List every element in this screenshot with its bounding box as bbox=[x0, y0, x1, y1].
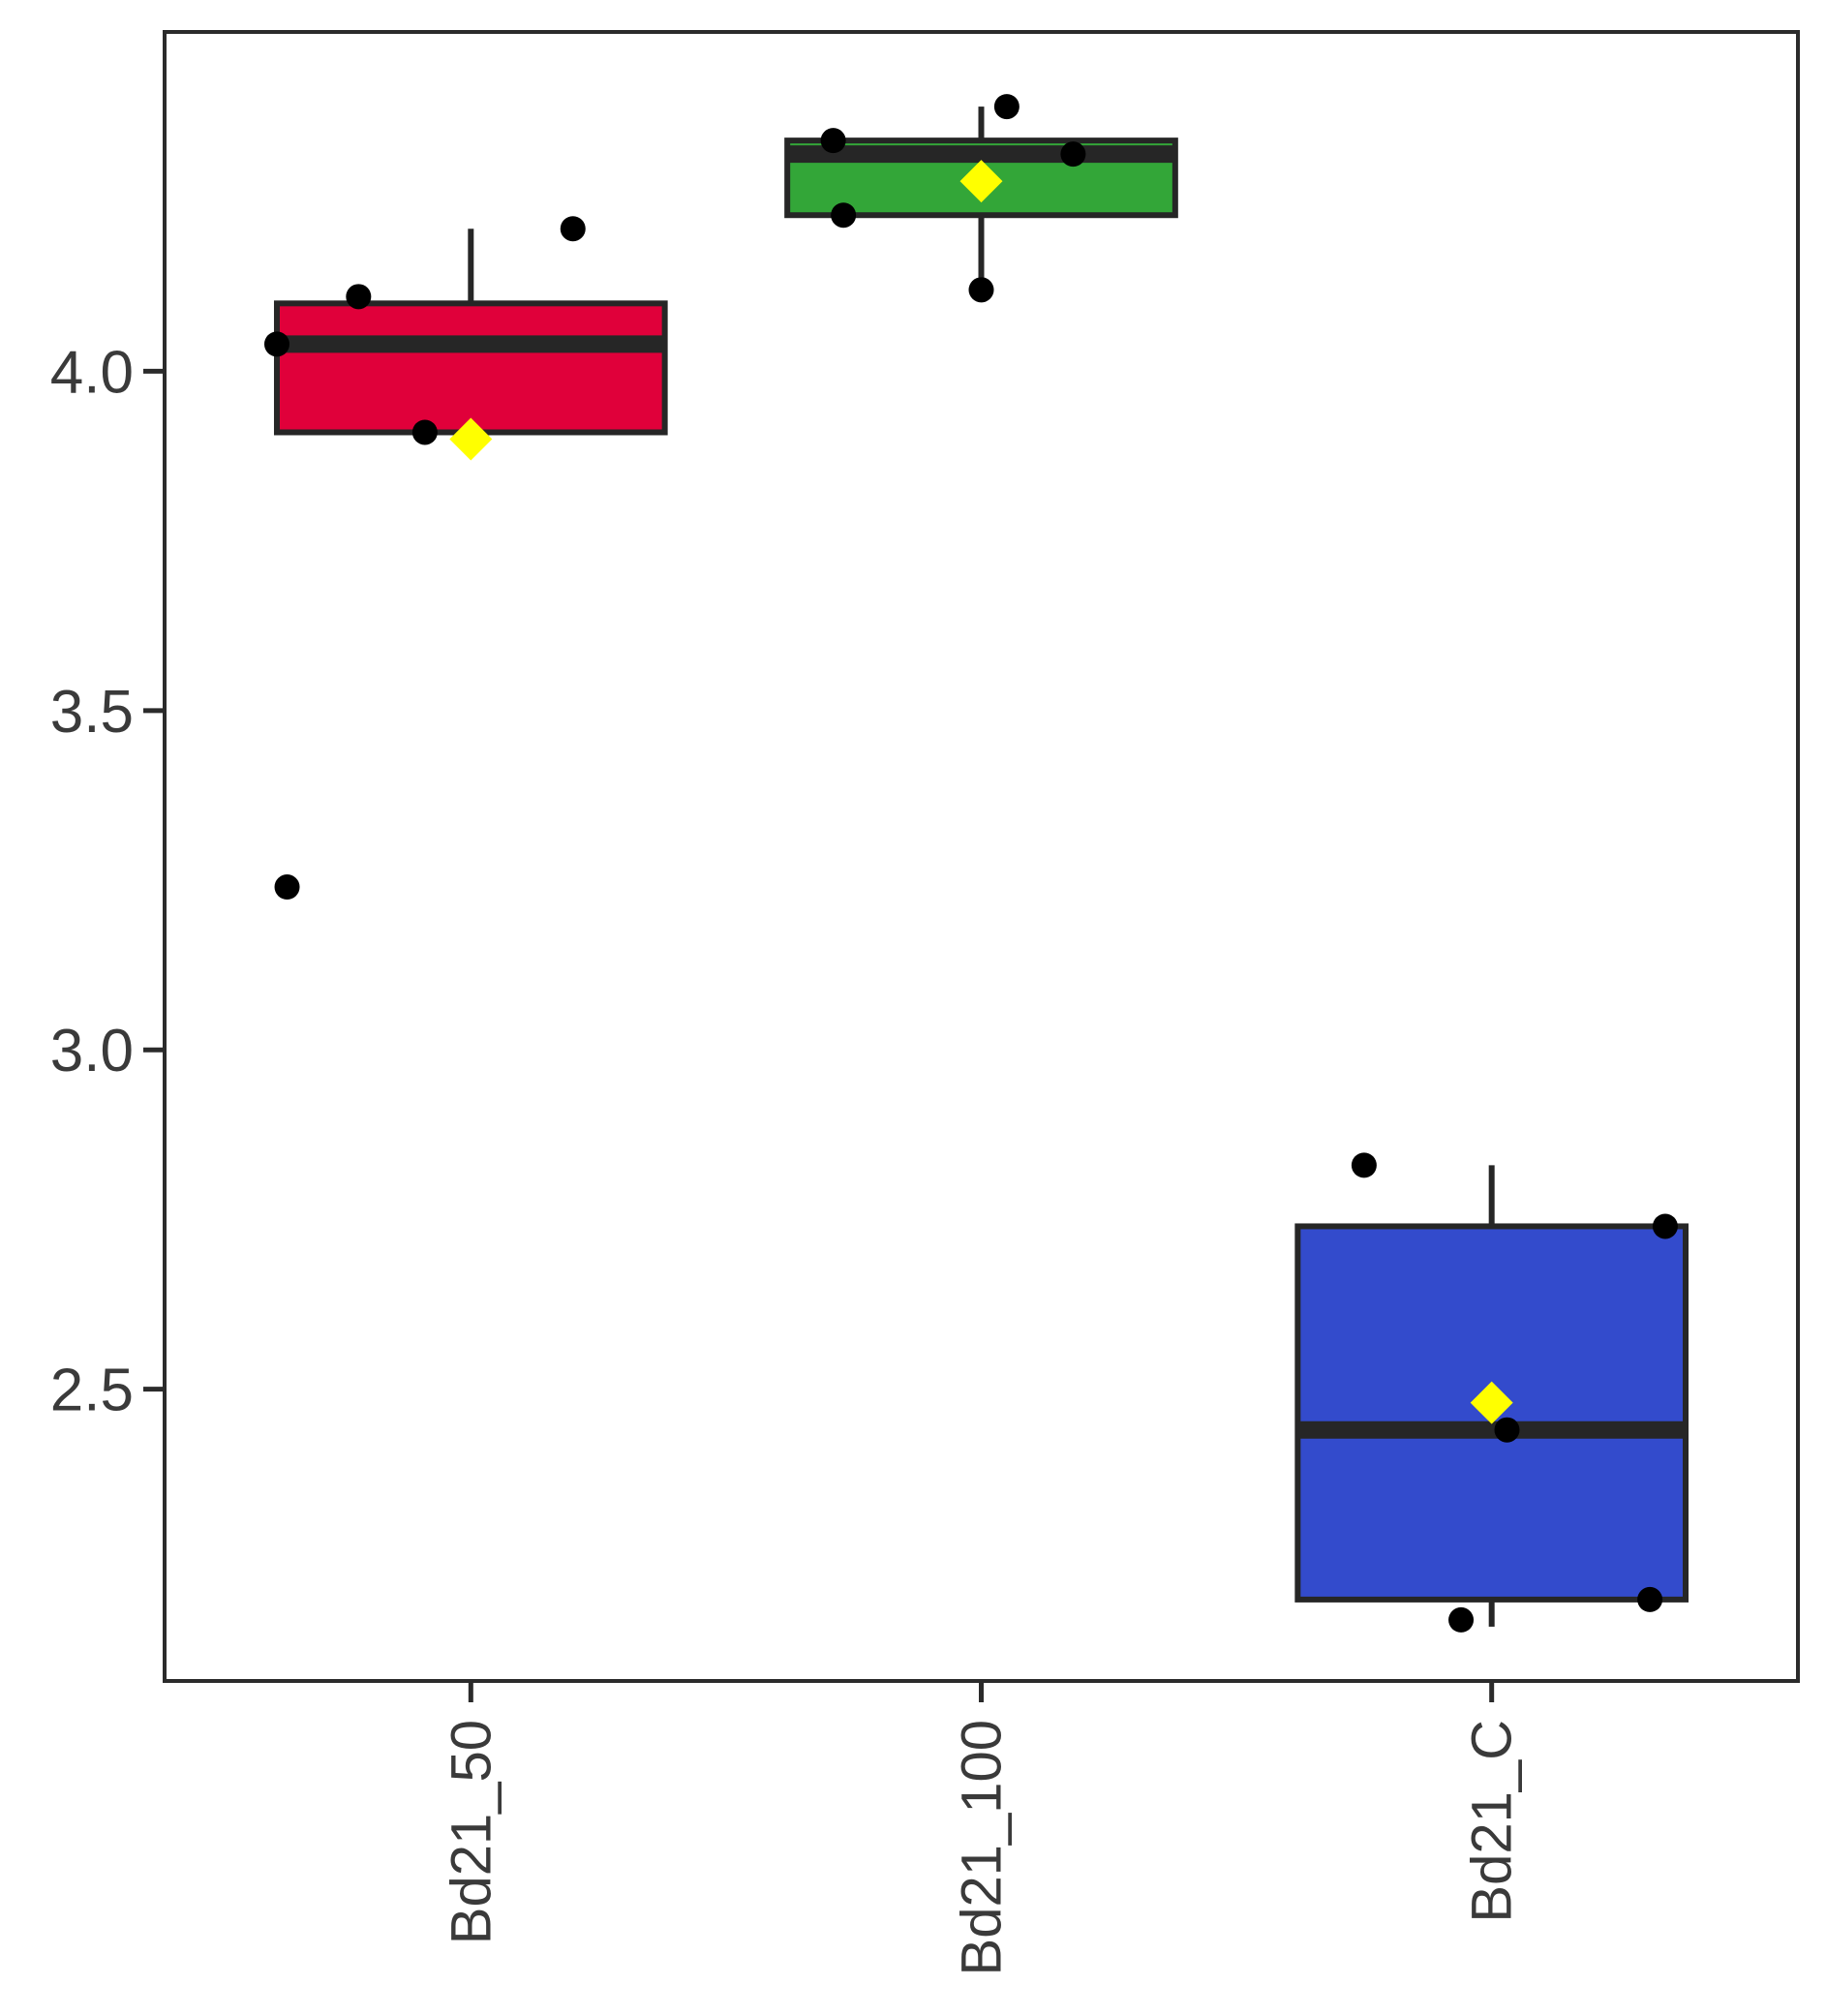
data-point bbox=[820, 128, 846, 154]
x-tick-label-bd21-100: Bd21_100 bbox=[951, 1720, 1014, 1975]
data-point bbox=[263, 331, 289, 357]
data-point bbox=[831, 202, 857, 229]
data-point bbox=[1448, 1606, 1475, 1633]
box-iqr bbox=[273, 300, 668, 436]
data-point bbox=[1652, 1213, 1678, 1239]
data-point bbox=[1494, 1417, 1520, 1443]
y-axis: 2.5 3.0 3.5 4.0 bbox=[50, 339, 165, 1424]
y-tick-label: 4.0 bbox=[50, 339, 134, 406]
data-point bbox=[346, 284, 372, 310]
data-point bbox=[1637, 1586, 1663, 1612]
x-tick-label-bd21-50: Bd21_50 bbox=[440, 1720, 502, 1944]
mean-marker bbox=[449, 417, 493, 461]
y-tick-label: 3.5 bbox=[50, 679, 134, 746]
y-tick-label: 3.0 bbox=[50, 1018, 134, 1084]
data-point bbox=[411, 419, 438, 445]
data-point bbox=[560, 216, 586, 242]
box-bd21-50 bbox=[273, 229, 668, 436]
data-point bbox=[274, 874, 300, 901]
mean-marker bbox=[959, 160, 1003, 203]
data-point bbox=[993, 94, 1020, 120]
x-tick-label-bd21-c: Bd21_C bbox=[1461, 1720, 1524, 1923]
data-point bbox=[1351, 1152, 1377, 1178]
y-tick-label: 2.5 bbox=[50, 1358, 134, 1424]
data-point bbox=[968, 277, 994, 303]
boxes bbox=[273, 107, 1689, 1627]
data-points bbox=[263, 94, 1678, 1633]
data-point bbox=[1060, 141, 1086, 168]
x-axis: Bd21_50 Bd21_100 Bd21_C bbox=[440, 1681, 1524, 1975]
mean-markers bbox=[449, 160, 1513, 1424]
mean-marker bbox=[1470, 1381, 1513, 1424]
